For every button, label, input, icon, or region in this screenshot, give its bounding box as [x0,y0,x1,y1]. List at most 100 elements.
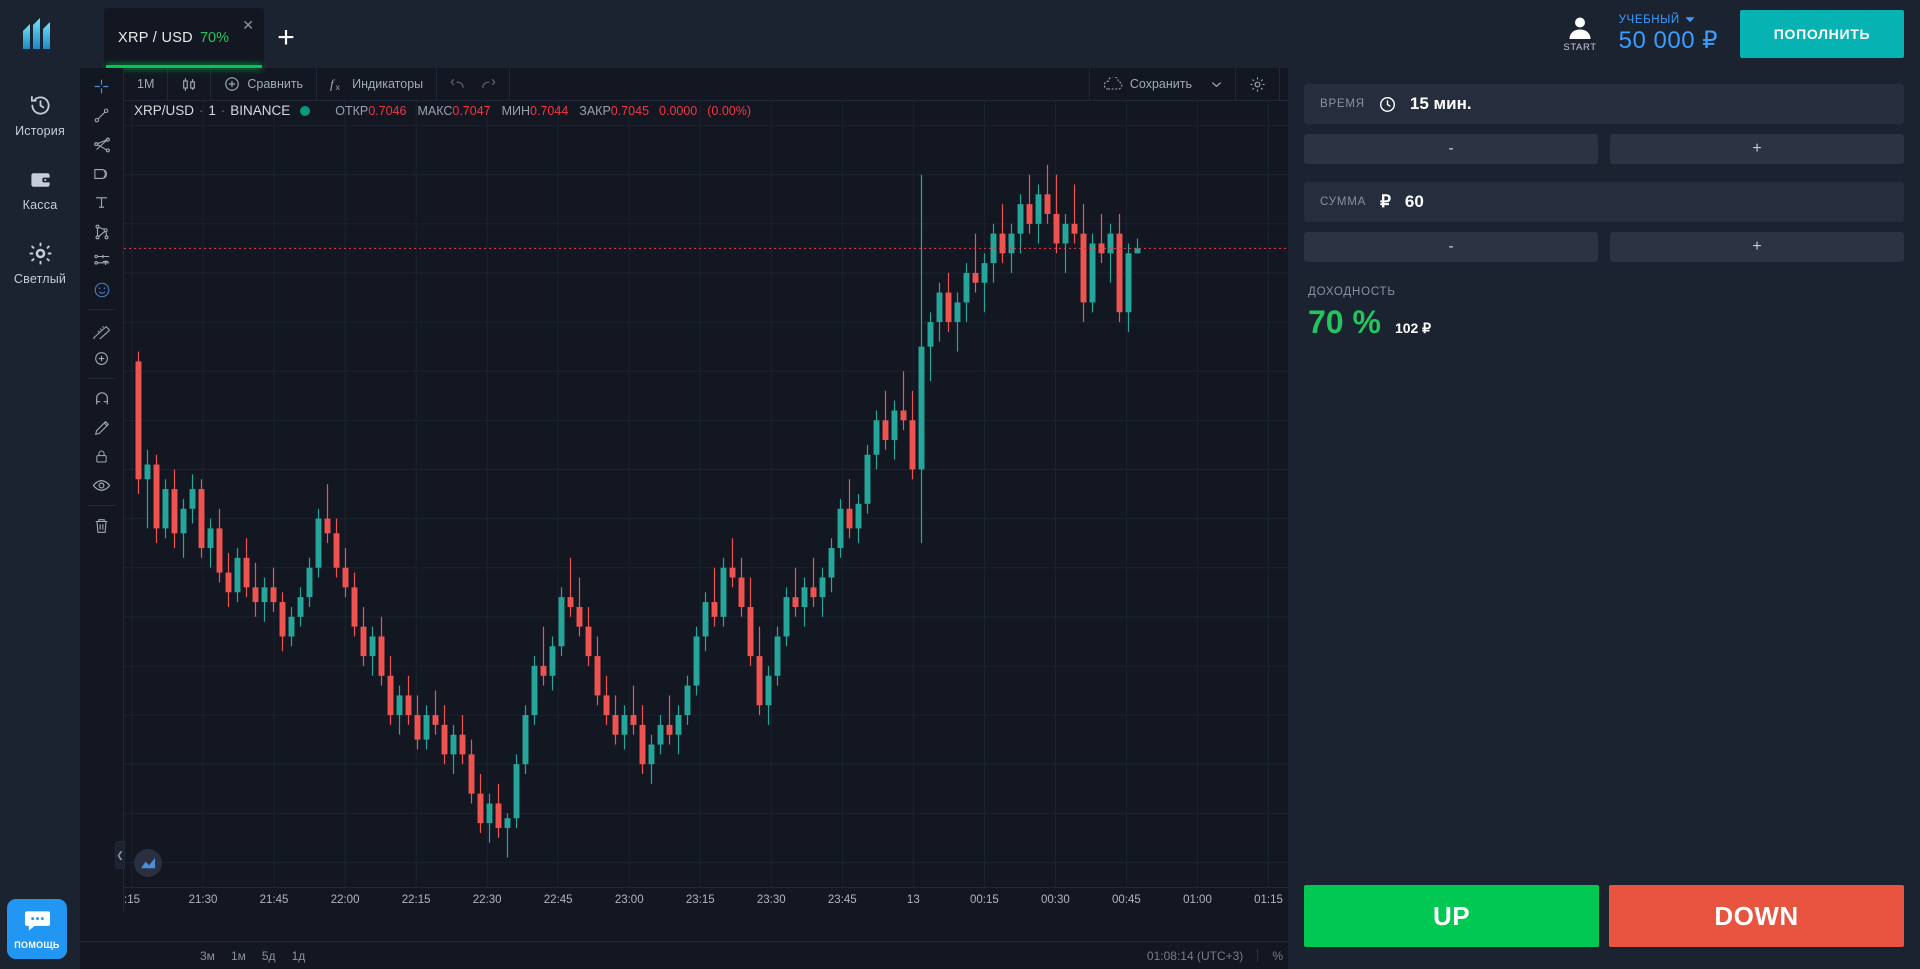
magnet-icon[interactable] [80,384,124,413]
timeframe-button-3[interactable]: 1д [291,948,306,963]
amount-increment-button[interactable]: + [1610,232,1904,262]
time-axis[interactable]: :15 21:30 21:45 22:00 22:15 22:30 22:45 23:00 23… [124,887,1368,913]
gear-icon [1250,76,1265,92]
divider [87,309,116,310]
timeframe-button-1[interactable]: 1м [230,948,246,963]
trade-up-button[interactable]: UP [1304,885,1599,947]
amount-value: 60 [1404,192,1424,211]
compare-button[interactable]: Сравнить [211,68,318,100]
shapes-icon[interactable] [80,159,124,188]
history-clock-icon [29,94,52,117]
toolbar-spacer [510,68,1089,100]
status-dot-icon [300,105,311,116]
lock-icon[interactable] [80,442,124,471]
expiry-time-increment-button[interactable]: + [1610,134,1904,164]
time-tick-label: 23:45 [827,894,857,906]
legend-interval[interactable]: 1 [208,103,216,118]
yield-percent: 70 % [1308,304,1381,340]
symbol-tab-payout: 70% [199,30,229,46]
help-button[interactable]: ПОМОЩЬ [7,899,67,959]
measure-ruler-icon[interactable] [80,315,124,344]
chevron-down-icon [1685,17,1695,23]
time-tick-label: 22:30 [472,894,502,906]
account-header: START УЧЕБНЫЙ 50 000 ₽ ПОПОЛНИТЬ [1288,0,1920,68]
indicators-button[interactable]: f x Индикаторы [317,68,438,100]
add-symbol-tab-button[interactable]: + [277,21,295,54]
sidebar-item-history-label: История [15,124,65,138]
sidebar-item-history[interactable]: История [0,82,80,148]
save-layout-button[interactable]: Сохранить [1088,68,1235,100]
time-tick-label: 22:00 [330,894,360,906]
text-icon[interactable] [80,188,124,217]
eye-icon[interactable] [80,471,124,500]
chart-settings-button[interactable] [1235,68,1279,100]
amount-steppers: - + [1304,232,1904,262]
legend-symbol[interactable]: XRP/USD [134,103,195,118]
trade-down-button[interactable]: DOWN [1609,885,1904,947]
wallet-icon [29,168,52,191]
account-balance: 50 000 ₽ [1618,26,1718,54]
plot-svg [124,101,1296,887]
scale-percent-button[interactable]: % [1272,948,1283,963]
sun-gear-icon [28,242,52,265]
pattern-icon[interactable] [80,217,124,246]
candlestick-plot[interactable] [124,101,1296,887]
interval-label: 1М [137,77,155,91]
forecast-icon[interactable] [80,246,124,275]
legend-separator: · [199,103,204,118]
chart-area-icon[interactable] [134,849,162,877]
close-icon[interactable]: ✕ [242,17,254,33]
account-balance-block[interactable]: УЧЕБНЫЙ 50 000 ₽ [1619,14,1718,55]
legend-low-label: МИН [501,103,531,118]
redo-arrow-icon[interactable] [481,77,496,91]
account-type-selector[interactable]: УЧЕБНЫЙ [1619,14,1695,26]
interval-button[interactable]: 1М [124,68,169,100]
divider [87,505,116,506]
expiry-time-decrement-button[interactable]: - [1304,134,1598,164]
symbol-tab-name: XRP / USD [118,30,193,46]
pencil-draw-icon[interactable] [80,413,124,442]
divider [87,378,116,379]
legend-exchange: BINANCE [230,103,291,118]
amount-decrement-button[interactable]: - [1304,232,1598,262]
zoom-in-icon[interactable] [80,344,124,373]
cloud-icon [1103,77,1123,90]
symbol-tab-xrp-usd[interactable]: XRP / USD 70% ✕ [104,8,264,68]
fork-lines-icon[interactable] [80,130,124,159]
time-tick-label: 01:00 [1183,894,1212,906]
chat-bubble-icon [24,909,51,938]
divider [1257,949,1259,962]
time-tick-label: 00:30 [1041,894,1070,906]
time-tick-label: 13 [906,894,920,906]
chart-type-button[interactable] [168,68,212,100]
svg-text:x: x [336,82,341,92]
legend-open-value: 0.7046 [368,103,407,118]
fx-icon: f x [330,76,341,92]
time-tick-label: 00:45 [1112,894,1141,906]
undo-arrow-icon[interactable] [450,77,465,91]
timeframe-group: 3м 1м 5д 1д [80,949,305,963]
left-nav-rail: История Касса [0,0,80,969]
yield-amount: 102 ₽ [1394,320,1432,336]
crosshair-icon[interactable] [80,72,124,101]
expiry-time-value: 15 мин. [1409,94,1472,113]
sidebar-item-cashier[interactable]: Касса [0,156,80,222]
expiry-time-field[interactable]: ВРЕМЯ 15 мин. [1304,84,1904,124]
plus-circle-icon [225,77,240,91]
amount-field[interactable]: СУММА ₽ 60 [1304,182,1904,222]
time-tick-label: 22:45 [543,894,573,906]
avatar[interactable]: START [1563,15,1596,53]
emoji-icon[interactable] [80,275,124,304]
chart-toolbar: 1М Сравнить f x Индикаторы [80,68,1368,101]
app-logo[interactable] [0,0,80,68]
help-button-label: ПОМОЩЬ [14,939,60,950]
clock-readout: 01:08:14 (UTC+3) [1146,948,1244,963]
sidebar-item-theme-label: Светлый [13,272,67,286]
trash-icon[interactable] [80,511,124,540]
timeframe-button-2[interactable]: 5д [261,948,276,963]
sidebar-item-theme[interactable]: Светлый [0,230,80,296]
topup-button[interactable]: ПОПОЛНИТЬ [1740,10,1904,58]
trend-line-icon[interactable] [80,101,124,130]
timeframe-button-0[interactable]: 3м [200,948,215,963]
chevron-left-icon[interactable]: ❮ [115,841,125,869]
